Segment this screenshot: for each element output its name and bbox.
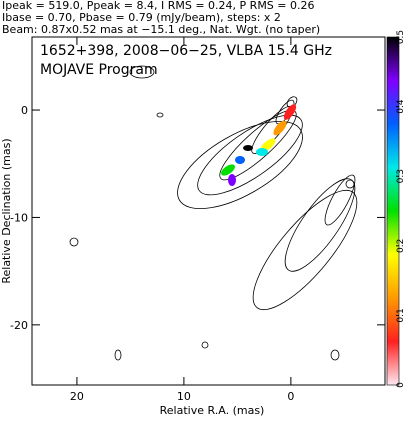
header-line: Beam: 0.87x0.52 mas at −15.1 deg., Nat. … <box>2 23 320 36</box>
header-line: Ibase = 0.70, Pbase = 0.79 (mJy/beam), s… <box>2 11 281 24</box>
colorbar-tick-label: 0.4 <box>396 99 406 114</box>
colorbar-tick-label: 0.1 <box>396 308 406 322</box>
header-line: Ipeak = 519.0, Ppeak = 8.4, I RMS = 0.24… <box>2 0 315 12</box>
colorbar <box>386 36 400 386</box>
x-axis-label: Relative R.A. (mas) <box>160 404 265 417</box>
annotation: MOJAVE Program <box>40 62 158 78</box>
y-tick-label: 0 <box>21 104 28 117</box>
x-tick-label: 20 <box>70 390 84 403</box>
colorbar-tick-label: 0.3 <box>396 169 406 183</box>
polarization <box>221 104 297 186</box>
x-tick-label: 0 <box>287 390 294 403</box>
annotation: 1652+398, 2008−06−25, VLBA 15.4 GHz <box>40 43 332 59</box>
y-tick-label: -10 <box>10 211 28 224</box>
y-axis-label: Relative Declination (mas) <box>0 138 13 283</box>
y-tick-label: -20 <box>10 319 28 332</box>
colorbar-tick-label: 0.2 <box>396 239 406 253</box>
plot-frame <box>31 36 386 386</box>
x-tick-label: 10 <box>177 390 191 403</box>
contours <box>69 65 358 361</box>
colorbar-tick-label: 0.5 <box>396 30 406 44</box>
colorbar-tick-label: 0 <box>396 382 406 388</box>
